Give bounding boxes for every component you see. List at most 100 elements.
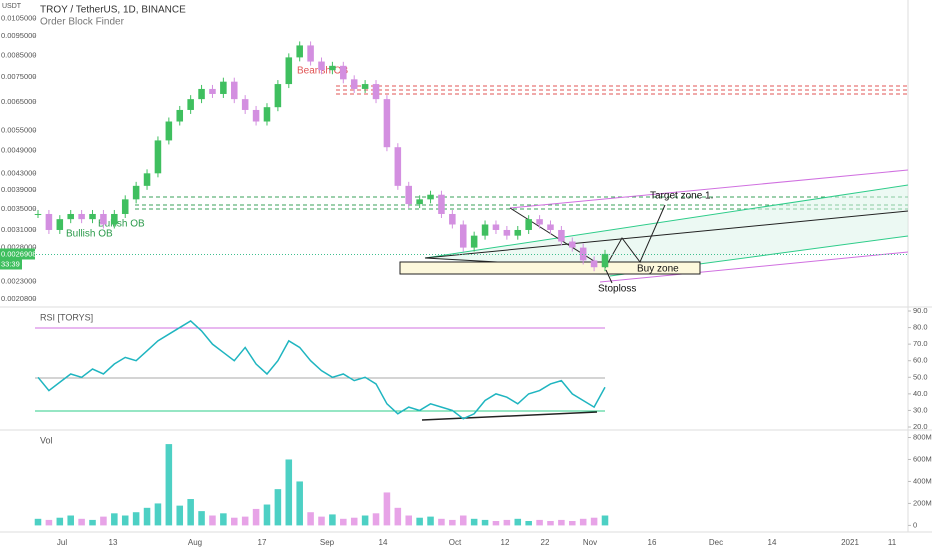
x-tick-label: 11 bbox=[888, 538, 897, 547]
x-tick-label: 14 bbox=[768, 538, 777, 547]
y-tick-label: 0.0049000 bbox=[1, 146, 36, 155]
candle bbox=[318, 61, 325, 71]
x-tick-label: Dec bbox=[709, 538, 723, 547]
candle bbox=[449, 213, 456, 225]
y-tick-label: 0 bbox=[913, 520, 917, 529]
x-tick-label: Nov bbox=[583, 538, 597, 547]
volume-bar bbox=[569, 521, 576, 526]
volume-bar bbox=[165, 444, 173, 526]
candle bbox=[154, 140, 162, 174]
annotation: Target zone 1. bbox=[650, 191, 713, 202]
volume-bar bbox=[558, 519, 565, 526]
volume-bar bbox=[296, 481, 303, 526]
indicator: Order Block Finder bbox=[40, 17, 125, 28]
volume-bar bbox=[427, 516, 434, 526]
volume-bar bbox=[492, 521, 500, 526]
trend-line bbox=[509, 207, 606, 269]
candle bbox=[198, 88, 205, 100]
candle bbox=[503, 229, 511, 236]
rsi-title: RSI [TORYS] bbox=[40, 312, 93, 322]
volume-bar bbox=[220, 513, 227, 526]
y-tick-label: 0.0105000 bbox=[1, 14, 36, 23]
x-tick-label: Oct bbox=[449, 538, 462, 547]
candle bbox=[394, 147, 402, 186]
volume-bar bbox=[438, 518, 445, 526]
volume-bar bbox=[252, 508, 260, 526]
candle bbox=[78, 213, 85, 220]
volume-bar bbox=[361, 515, 369, 526]
last-price-box bbox=[0, 248, 35, 260]
volume-bar bbox=[340, 518, 347, 526]
annotation: Bearish OB bbox=[297, 66, 348, 77]
x-tick-label: Jul bbox=[57, 538, 67, 547]
volume-bar bbox=[45, 519, 53, 526]
x-tick-label: Aug bbox=[188, 538, 202, 547]
y-tick-label: 0.0039000 bbox=[1, 185, 36, 194]
volume-bar bbox=[111, 513, 118, 526]
volume-bar bbox=[547, 521, 554, 526]
candle bbox=[601, 253, 609, 268]
channel-line bbox=[509, 169, 909, 209]
candle bbox=[470, 235, 478, 248]
candle bbox=[296, 45, 303, 58]
annotation: Stoploss bbox=[598, 284, 636, 295]
candle bbox=[209, 88, 216, 94]
y-tick-label: 0.0055000 bbox=[1, 126, 36, 135]
y-tick-label: 80.0 bbox=[913, 323, 928, 332]
volume-bar bbox=[449, 519, 456, 526]
channel-fill bbox=[425, 185, 908, 276]
volume-bar bbox=[503, 519, 511, 526]
y-tick-label: 0.0023000 bbox=[1, 277, 36, 286]
x-tick-label: 17 bbox=[258, 538, 267, 547]
volume-bar bbox=[329, 514, 336, 526]
volume-bar bbox=[405, 515, 413, 526]
volume-bar bbox=[525, 521, 532, 526]
y-tick-label: 0.0075000 bbox=[1, 72, 36, 81]
x-tick-label: 14 bbox=[379, 538, 388, 547]
volume-bar bbox=[187, 499, 194, 526]
y-tick-label: 0.0028000 bbox=[1, 243, 36, 252]
candle bbox=[536, 219, 543, 225]
y-tick-label: 0.0043000 bbox=[1, 168, 36, 177]
candle bbox=[569, 241, 576, 248]
x-tick-label: 13 bbox=[109, 538, 118, 547]
y-tick-label: 50.0 bbox=[913, 372, 928, 381]
channel-line bbox=[424, 210, 909, 259]
volume-bar bbox=[470, 518, 478, 526]
candle bbox=[525, 219, 532, 230]
volume-bar bbox=[143, 507, 151, 526]
y-tick-label: 0.0031000 bbox=[1, 225, 36, 234]
volume-bar bbox=[121, 515, 129, 526]
y-tick-label: 0.0020800 bbox=[1, 294, 36, 303]
volume-bar bbox=[481, 519, 489, 526]
candle bbox=[45, 213, 53, 230]
y-tick-label: 20.0 bbox=[913, 422, 928, 431]
candle bbox=[416, 199, 423, 205]
volume-bar bbox=[318, 516, 325, 526]
x-tick-label: 16 bbox=[648, 538, 657, 547]
candle bbox=[121, 199, 129, 214]
annotation: Buy zone bbox=[637, 264, 679, 275]
volume-bar bbox=[372, 513, 380, 526]
x-tick-label: 2021 bbox=[841, 538, 859, 547]
candle bbox=[285, 57, 293, 85]
divergence-line bbox=[421, 411, 598, 421]
candle bbox=[340, 65, 347, 80]
last-price-label: 0.0026908 bbox=[1, 249, 36, 258]
candle bbox=[187, 99, 194, 110]
volume-bar bbox=[536, 519, 543, 526]
candle bbox=[383, 99, 391, 148]
candle bbox=[252, 109, 260, 122]
y-tick-label: 400M bbox=[913, 476, 932, 485]
candle bbox=[100, 213, 107, 225]
volume-bar bbox=[394, 507, 402, 526]
candle bbox=[492, 224, 500, 230]
candle bbox=[132, 185, 140, 200]
y-tick-label: 800M bbox=[913, 432, 932, 441]
volume-bar bbox=[89, 519, 96, 526]
volume-bar bbox=[34, 518, 42, 526]
candle bbox=[67, 213, 74, 220]
volume-bar bbox=[307, 512, 314, 526]
x-tick-label: Sep bbox=[320, 538, 335, 547]
